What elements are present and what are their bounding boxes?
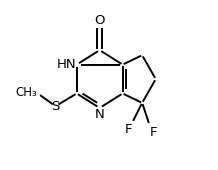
Text: S: S (51, 100, 60, 113)
Text: HN: HN (57, 58, 77, 71)
Text: N: N (95, 108, 104, 121)
Text: O: O (94, 14, 105, 27)
Text: F: F (124, 123, 132, 136)
Text: F: F (150, 126, 157, 139)
Text: CH₃: CH₃ (15, 86, 37, 99)
